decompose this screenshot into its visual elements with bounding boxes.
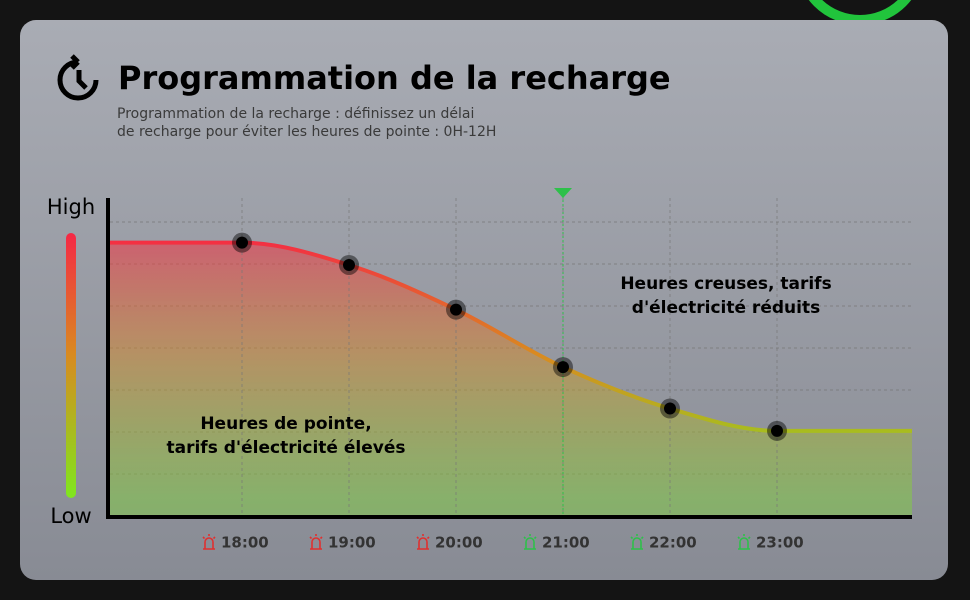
annotation: Heures creuses, tarifs bbox=[620, 274, 831, 294]
axes bbox=[106, 198, 912, 519]
x-tick-label: 18:00 bbox=[221, 534, 269, 552]
x-tick-label: 21:00 bbox=[542, 534, 590, 552]
annotation: tarifs d'électricité élevés bbox=[166, 438, 405, 458]
tick-icon-shape bbox=[737, 534, 751, 550]
tick-icon bbox=[202, 534, 216, 550]
chart-title: Programmation de la recharge bbox=[118, 59, 671, 97]
tick-icon-shape bbox=[523, 534, 537, 550]
schedule-icon bbox=[57, 54, 99, 101]
x-tick-label: 20:00 bbox=[435, 534, 483, 552]
tick-icon-shape bbox=[416, 534, 430, 550]
tick-icon-shape bbox=[630, 534, 644, 550]
time-marker bbox=[554, 188, 572, 198]
tick-icon bbox=[737, 534, 751, 550]
point-core bbox=[771, 424, 783, 437]
annotation: d'électricité réduits bbox=[632, 298, 820, 318]
point-core bbox=[343, 258, 355, 271]
line bbox=[241, 240, 778, 433]
tick-icon bbox=[523, 534, 537, 550]
y-high-label: High bbox=[47, 195, 95, 219]
decor-ring bbox=[808, 0, 912, 25]
tick-icon bbox=[416, 534, 430, 550]
point-core bbox=[664, 402, 676, 415]
x-tick-label: 22:00 bbox=[649, 534, 697, 552]
point-core bbox=[236, 236, 248, 249]
tick-icon bbox=[309, 534, 323, 550]
tick-icon-shape bbox=[202, 534, 216, 550]
scale-bar bbox=[66, 233, 76, 498]
x-tick-label: 23:00 bbox=[756, 534, 804, 552]
tick-icon-shape bbox=[309, 534, 323, 550]
point-core bbox=[557, 361, 569, 374]
y-low-label: Low bbox=[50, 504, 91, 528]
point-core bbox=[450, 303, 462, 316]
subtitle: de recharge pour éviter les heures de po… bbox=[117, 124, 496, 140]
tick-icon bbox=[630, 534, 644, 550]
annotation: Heures de pointe, bbox=[200, 414, 371, 434]
area bbox=[110, 242, 912, 517]
x-tick-label: 19:00 bbox=[328, 534, 376, 552]
subtitle: Programmation de la recharge : définisse… bbox=[117, 106, 474, 122]
